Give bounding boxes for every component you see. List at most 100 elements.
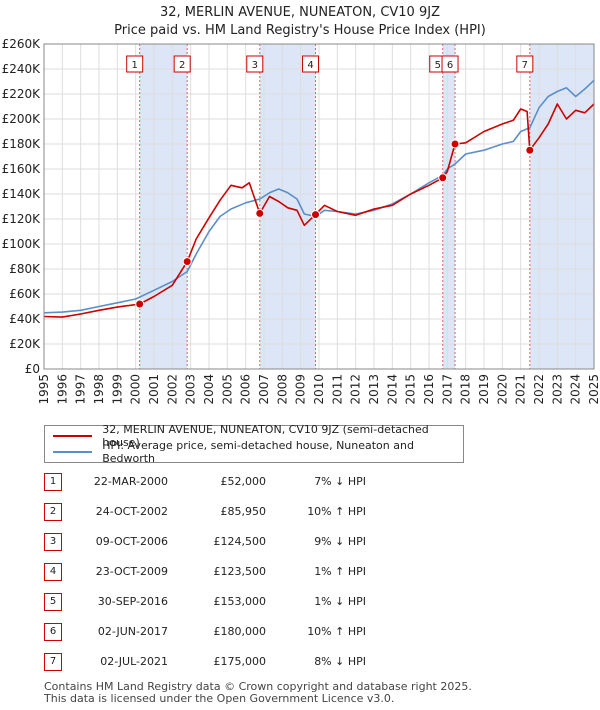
shaded-period: [139, 44, 188, 369]
transaction-date: 22-MAR-2000: [93, 475, 168, 488]
series-lines: [43, 79, 595, 318]
y-tick-label: £180K: [2, 137, 42, 151]
y-tick-label: £0: [25, 362, 40, 376]
sale-number-text: 7: [522, 60, 528, 71]
sale-number-text: 3: [252, 60, 258, 71]
sale-point: [438, 173, 448, 183]
x-tick-label: 1997: [74, 374, 88, 405]
sale-point: [450, 139, 460, 149]
sale-number-text: 1: [132, 60, 138, 71]
transaction-price: £52,000: [220, 475, 267, 488]
y-tick-label: £20K: [9, 337, 41, 351]
x-tick-label: 2024: [569, 374, 583, 405]
sale-number-box: [173, 55, 191, 73]
sale-number-box: [126, 55, 144, 73]
sale-date-lines: [139, 44, 531, 369]
transaction-price: £180,000: [213, 625, 267, 638]
y-tick-label: £240K: [2, 62, 42, 76]
sale-number-box: [516, 55, 534, 73]
transaction-number-badge: 2: [44, 503, 62, 521]
legend: 32, MERLIN AVENUE, NUNEATON, CV10 9JZ (s…: [44, 423, 464, 465]
table-row: 1 22-MAR-2000 £52,000 7% ↓ HPI: [44, 470, 584, 492]
x-tick-label: 2025: [587, 374, 600, 405]
legend-label-hpi: HPI: Average price, semi-detached house,…: [102, 439, 414, 465]
transaction-hpi-diff: 8% ↓ HPI: [314, 655, 366, 668]
transaction-hpi-diff: 1% ↓ HPI: [314, 595, 366, 608]
x-tick-label: 2013: [367, 374, 381, 405]
x-tick-label: 2011: [330, 374, 344, 405]
transaction-hpi-diff: 1% ↑ HPI: [314, 565, 366, 578]
sale-number-box: [246, 55, 264, 73]
y-tick-label: £160K: [2, 162, 42, 176]
legend-swatch-property: [53, 435, 93, 437]
transaction-hpi-diff: 10% ↑ HPI: [307, 505, 366, 518]
sale-point: [182, 257, 192, 267]
y-tick-label: £260K: [2, 37, 42, 51]
x-tick-label: 2020: [495, 374, 509, 405]
shaded-periods: [139, 44, 594, 369]
chart-title-line1: 32, MERLIN AVENUE, NUNEATON, CV10 9JZ: [160, 5, 440, 20]
transaction-date: 02-JUN-2017: [97, 625, 168, 638]
transaction-date: 02-JUL-2021: [100, 655, 168, 668]
footer-attribution: Contains HM Land Registry data © Crown c…: [44, 681, 472, 705]
sale-number-label: 2: [173, 55, 191, 73]
transaction-price: £123,500: [213, 565, 267, 578]
transaction-hpi-diff: 10% ↑ HPI: [307, 625, 366, 638]
footer-copyright: Contains HM Land Registry data © Crown c…: [44, 680, 472, 693]
x-tick-label: 2004: [202, 374, 216, 405]
x-tick-label: 2012: [349, 374, 363, 405]
transaction-hpi-diff: 7% ↓ HPI: [314, 475, 366, 488]
x-tick-label: 1996: [55, 374, 69, 405]
x-tick-label: 2015: [404, 374, 418, 405]
transaction-number-badge: 7: [44, 653, 62, 671]
x-tick-label: 2019: [477, 374, 491, 405]
x-tick-label: 2009: [294, 374, 308, 405]
table-row: 6 02-JUN-2017 £180,000 10% ↑ HPI: [44, 620, 584, 642]
gridlines: [43, 43, 595, 370]
transaction-date: 24-OCT-2002: [95, 505, 168, 518]
y-tick-label: £220K: [2, 87, 42, 101]
x-tick-label: 2003: [184, 374, 198, 405]
legend-item-hpi: HPI: Average price, semi-detached house,…: [53, 439, 463, 465]
transaction-date: 30-SEP-2016: [97, 595, 168, 608]
y-tick-label: £60K: [9, 287, 41, 301]
table-row: 2 24-OCT-2002 £85,950 10% ↑ HPI: [44, 500, 584, 522]
transaction-price: £124,500: [213, 535, 267, 548]
table-row: 3 09-OCT-2006 £124,500 9% ↓ HPI: [44, 530, 584, 552]
transaction-date: 23-OCT-2009: [95, 565, 168, 578]
chart-title-line2: Price paid vs. HM Land Registry's House …: [114, 23, 486, 38]
x-tick-label: 1995: [37, 374, 51, 405]
transaction-number-badge: 3: [44, 533, 62, 551]
x-tick-label: 2006: [239, 374, 253, 405]
sale-number-text: 2: [179, 60, 185, 71]
sale-number-label: 7: [516, 55, 534, 73]
transaction-price: £175,000: [213, 655, 267, 668]
plot-frame: [43, 43, 595, 370]
x-tick-label: 2021: [514, 374, 528, 405]
x-tick-label: 2016: [422, 374, 436, 405]
transaction-price: £153,000: [213, 595, 267, 608]
x-tick-label: 2022: [532, 374, 546, 405]
sale-point: [135, 299, 145, 309]
transaction-date: 09-OCT-2006: [95, 535, 168, 548]
y-tick-label: £200K: [2, 112, 42, 126]
y-tick-label: £80K: [9, 262, 41, 276]
transaction-number-badge: 5: [44, 593, 62, 611]
transaction-hpi-diff: 9% ↓ HPI: [314, 535, 366, 548]
y-tick-label: £100K: [2, 237, 42, 251]
sale-number-text: 4: [307, 60, 313, 71]
transaction-number-badge: 1: [44, 473, 62, 491]
shaded-period: [442, 44, 456, 369]
table-row: 5 30-SEP-2016 £153,000 1% ↓ HPI: [44, 590, 584, 612]
sale-number-box: [302, 55, 320, 73]
x-tick-label: 2007: [257, 374, 271, 405]
legend-swatch-hpi: [53, 451, 93, 453]
x-tick-labels: 1995 1996 1997 1998 1999 2000 2001 2002 2003 2004…: [37, 374, 600, 405]
transaction-price: £85,950: [220, 505, 267, 518]
transaction-number-badge: 4: [44, 563, 62, 581]
sale-number-box: [441, 55, 459, 73]
table-row: 4 23-OCT-2009 £123,500 1% ↑ HPI: [44, 560, 584, 582]
transaction-number-badge: 6: [44, 623, 62, 641]
